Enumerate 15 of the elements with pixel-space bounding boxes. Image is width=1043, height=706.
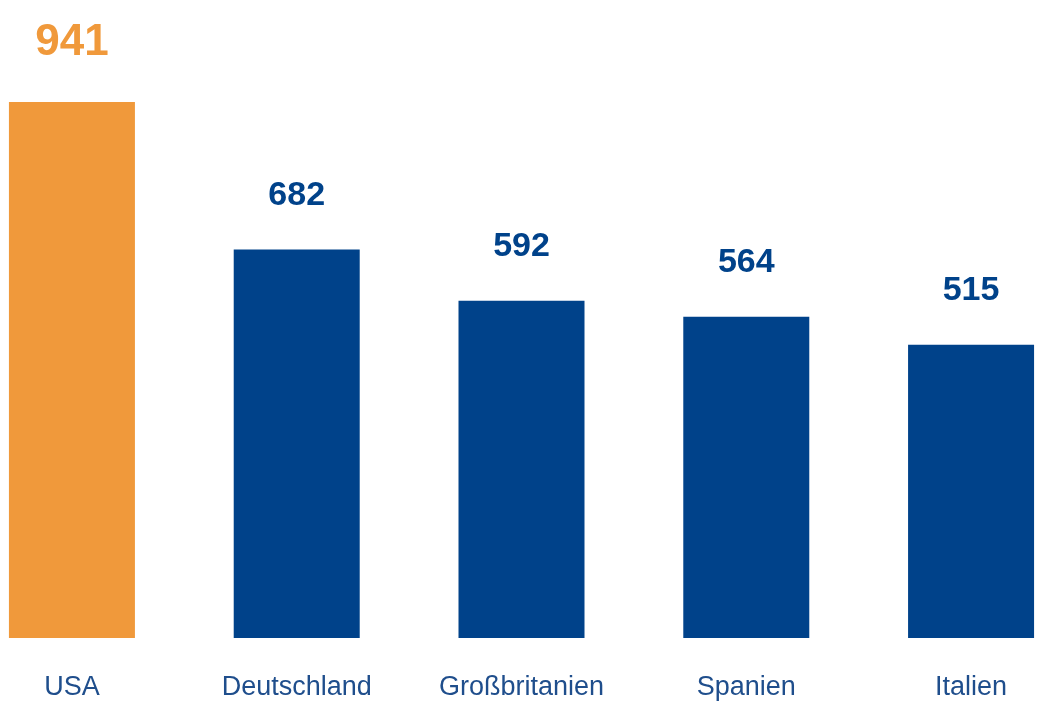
x-tick-label: Italien bbox=[935, 670, 1008, 701]
data-label: 515 bbox=[942, 268, 1000, 307]
x-tick-label: Großbritanien bbox=[438, 670, 605, 701]
data-label: 592 bbox=[493, 224, 550, 263]
x-tick-label: Deutschland bbox=[221, 670, 372, 701]
bar bbox=[8, 102, 135, 638]
bar bbox=[683, 316, 810, 638]
x-tick-label: USA bbox=[44, 670, 100, 701]
data-label: 682 bbox=[268, 173, 326, 212]
bar bbox=[908, 344, 1035, 638]
x-tick-label: Spanien bbox=[696, 670, 796, 701]
data-label: 941 bbox=[35, 15, 109, 64]
data-label: 564 bbox=[717, 240, 775, 279]
bar bbox=[458, 300, 585, 638]
bar bbox=[233, 249, 360, 638]
